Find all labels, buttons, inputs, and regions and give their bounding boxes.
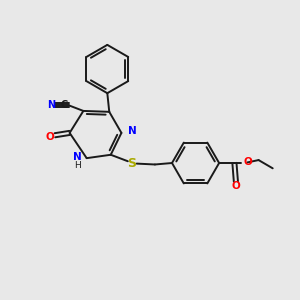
Text: O: O	[232, 181, 240, 191]
Text: O: O	[243, 158, 252, 167]
Text: H: H	[75, 161, 81, 170]
Text: O: O	[46, 132, 54, 142]
Text: N: N	[128, 126, 137, 136]
Text: N: N	[47, 100, 56, 110]
Text: N: N	[73, 152, 81, 162]
Text: S: S	[128, 157, 136, 169]
Text: C: C	[61, 100, 68, 110]
